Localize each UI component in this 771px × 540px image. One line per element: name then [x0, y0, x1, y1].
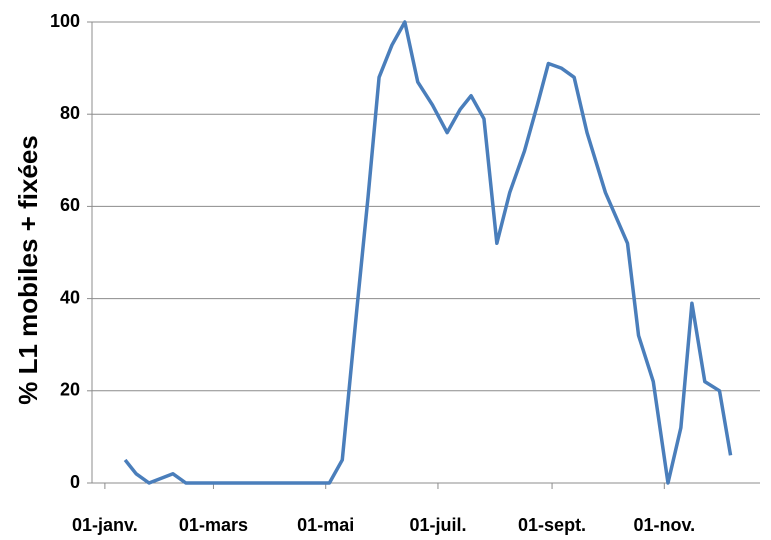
- y-axis-label: % L1 mobiles + fixées: [13, 135, 43, 405]
- y-tick-label: 20: [60, 380, 80, 400]
- y-tick-label: 100: [50, 11, 80, 31]
- x-tick-label: 01-juil.: [409, 515, 466, 535]
- y-tick-label: 40: [60, 287, 80, 307]
- x-tick-label: 01-nov.: [633, 515, 695, 535]
- y-tick-label: 80: [60, 103, 80, 123]
- x-tick-label: 01-sept.: [518, 515, 586, 535]
- x-tick-label: 01-mai: [297, 515, 354, 535]
- y-tick-label: 60: [60, 195, 80, 215]
- data-line: [123, 20, 733, 485]
- x-tick-label: 01-janv.: [72, 515, 138, 535]
- x-tick-label: 01-mars: [179, 515, 248, 535]
- y-tick-label: 0: [70, 472, 80, 492]
